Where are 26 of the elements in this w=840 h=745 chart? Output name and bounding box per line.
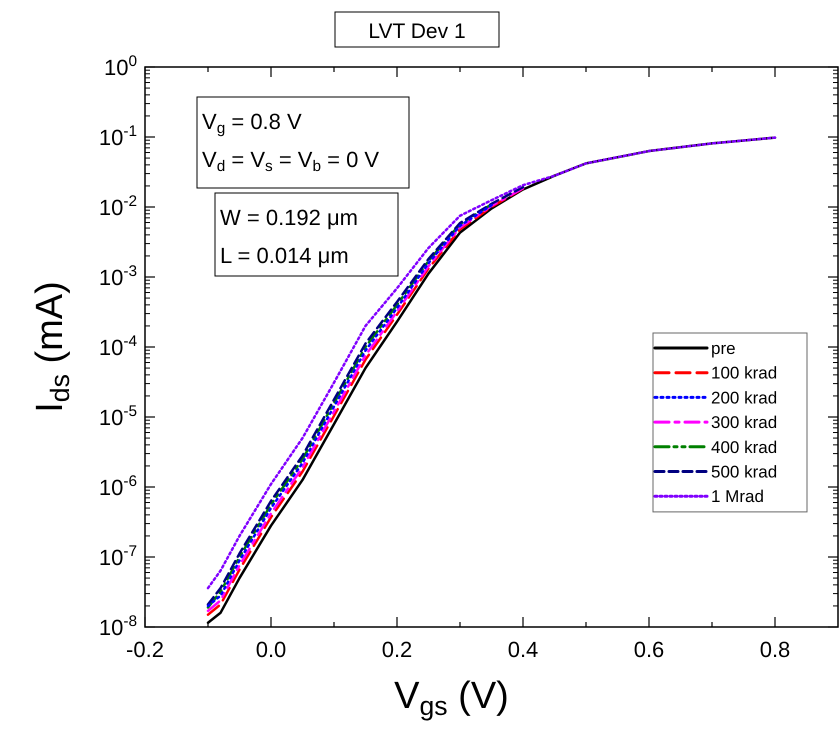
legend-label: 500 krad (711, 462, 778, 482)
x-tick-label: 0.6 (634, 637, 664, 662)
text: V$_{g}$ = 0.8 V V$_{d}$ = V$_{s}$ = V$_{b}$ = 0 V (202, 109, 380, 175)
chart-title: LVT Dev 1 (368, 20, 466, 43)
x-tick-label: 0.4 (508, 637, 538, 662)
annotation: W = 0.192 μm L = 0.014 μm (220, 205, 358, 268)
legend-label: 1 Mrad (711, 487, 764, 506)
legend-label: pre (711, 339, 736, 358)
y-tick-label: 10$^{-3}$ (98, 263, 137, 290)
y-tick-label: 10$^{-5}$ (98, 403, 137, 430)
legend-label: 300 krad (711, 413, 778, 432)
x-tick-label: 0.8 (760, 637, 790, 662)
y-tick-label: 10$^{0}$ (104, 53, 137, 80)
y-tick-label: 10$^{-1}$ (98, 123, 137, 150)
text: 0.0 (256, 637, 286, 662)
y-tick-label: 10$^{-8}$ (98, 613, 137, 640)
x-tick-label: -0.2 (126, 637, 164, 662)
legend-label: 400 krad (711, 438, 778, 457)
legend-label: 100 krad (711, 364, 778, 383)
y-tick-label: 10$^{-4}$ (98, 333, 138, 360)
y-tick-label: 10$^{-6}$ (98, 473, 137, 500)
legend-label: 200 krad (711, 388, 778, 408)
x-axis-title: V$_{gs}$ (V) (394, 675, 509, 721)
y-tick-label: 10$^{-2}$ (98, 193, 137, 220)
y-tick-label: 10$^{-7}$ (98, 543, 137, 570)
x-tick-label: 0.2 (382, 637, 412, 662)
